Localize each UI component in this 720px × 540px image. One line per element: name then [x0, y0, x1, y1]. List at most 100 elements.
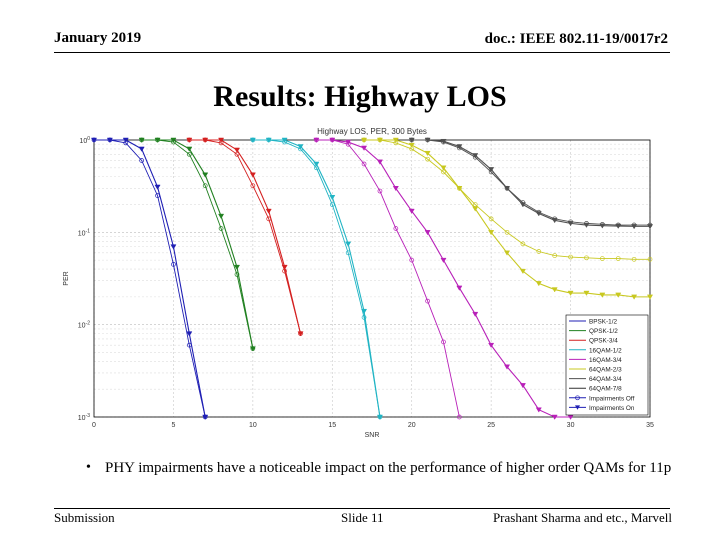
- series-line: [316, 139, 460, 418]
- data-point: [361, 145, 368, 151]
- data-point: [535, 281, 542, 287]
- data-point: [90, 137, 98, 143]
- data-point: [425, 156, 430, 162]
- data-point: [376, 414, 383, 420]
- data-point: [202, 137, 209, 143]
- data-point: [218, 213, 225, 219]
- data-point: [488, 230, 495, 236]
- x-tick-label: 25: [487, 422, 495, 429]
- legend-label: QPSK-3/4: [589, 338, 618, 345]
- data-point: [599, 223, 606, 229]
- data-point: [408, 137, 415, 143]
- data-point: [376, 159, 383, 165]
- data-point: [535, 211, 542, 217]
- plot-area: [94, 140, 650, 417]
- data-point: [392, 186, 399, 192]
- data-point: [233, 264, 241, 271]
- data-point: [234, 272, 240, 277]
- data-point: [186, 146, 193, 152]
- data-point: [646, 224, 654, 230]
- series-line: [411, 139, 650, 226]
- data-point: [329, 194, 336, 201]
- y-tick-label: 10-1: [78, 228, 90, 237]
- data-point: [409, 257, 415, 263]
- data-point: [424, 150, 431, 157]
- data-point: [646, 294, 654, 300]
- data-point: [456, 186, 463, 192]
- data-point: [535, 407, 542, 413]
- data-point: [503, 186, 511, 192]
- data-point: [647, 256, 653, 262]
- data-point: [441, 339, 446, 345]
- data-point: [233, 147, 241, 153]
- data-point: [392, 137, 399, 143]
- data-point: [568, 254, 573, 260]
- data-point: [170, 244, 177, 250]
- data-point: [376, 137, 383, 143]
- data-point: [472, 206, 479, 212]
- data-point: [265, 208, 272, 214]
- data-point: [329, 137, 336, 143]
- data-point: [457, 414, 462, 420]
- x-tick-label: 10: [249, 422, 257, 429]
- data-point: [631, 256, 637, 262]
- data-point: [599, 292, 606, 298]
- data-point: [218, 226, 224, 231]
- bullet-text: PHY impairments have a noticeable impact…: [105, 460, 672, 476]
- x-tick-label: 5: [171, 422, 175, 429]
- data-point: [551, 218, 558, 224]
- x-axis-label: SNR: [365, 432, 380, 439]
- data-point: [631, 294, 638, 300]
- data-point: [631, 224, 638, 230]
- legend-label: QPSK-1/2: [589, 328, 618, 335]
- header-divider: [54, 52, 670, 53]
- data-point: [202, 172, 209, 178]
- data-point: [536, 249, 542, 254]
- data-point: [377, 188, 383, 194]
- data-point: [281, 264, 288, 271]
- legend-label: Impairments On: [589, 405, 635, 412]
- data-point: [488, 216, 494, 222]
- data-point: [504, 229, 510, 235]
- slide-title: Results: Highway LOS: [213, 80, 507, 113]
- data-point: [440, 138, 447, 145]
- data-point: [488, 342, 495, 349]
- data-point: [186, 137, 193, 143]
- data-point: [249, 346, 256, 352]
- data-point: [615, 256, 621, 261]
- data-point: [599, 256, 605, 261]
- data-point: [186, 331, 193, 337]
- data-point: [552, 253, 558, 258]
- series-line: [252, 139, 381, 418]
- data-point: [138, 146, 145, 152]
- data-point: [440, 165, 447, 171]
- data-point: [218, 137, 225, 143]
- footer-author: Prashant Sharma and etc., Marvell: [492, 510, 672, 525]
- data-point: [361, 315, 367, 320]
- data-point: [424, 230, 431, 236]
- data-point: [519, 268, 526, 275]
- data-point: [361, 308, 368, 315]
- data-point: [297, 144, 304, 150]
- data-point: [154, 137, 161, 143]
- footer-submission: Submission: [54, 510, 115, 525]
- data-point: [503, 364, 511, 370]
- data-point: [519, 202, 526, 208]
- data-point: [250, 183, 256, 189]
- data-point: [249, 137, 256, 143]
- legend-label: Impairments Off: [589, 395, 635, 402]
- bullet-dot-icon: •: [86, 460, 91, 475]
- footer-slide-number: Slide 11: [341, 510, 384, 525]
- data-point: [567, 221, 574, 227]
- series-line: [411, 139, 650, 227]
- x-tick-label: 20: [408, 422, 416, 429]
- data-point: [408, 142, 415, 149]
- series-line: [141, 139, 254, 349]
- data-point: [503, 250, 511, 256]
- footer-divider: [54, 508, 670, 509]
- data-point: [567, 290, 574, 296]
- data-point: [106, 137, 113, 143]
- data-point: [345, 241, 352, 247]
- data-point: [393, 226, 399, 231]
- legend-label: 16QAM-3/4: [589, 357, 622, 364]
